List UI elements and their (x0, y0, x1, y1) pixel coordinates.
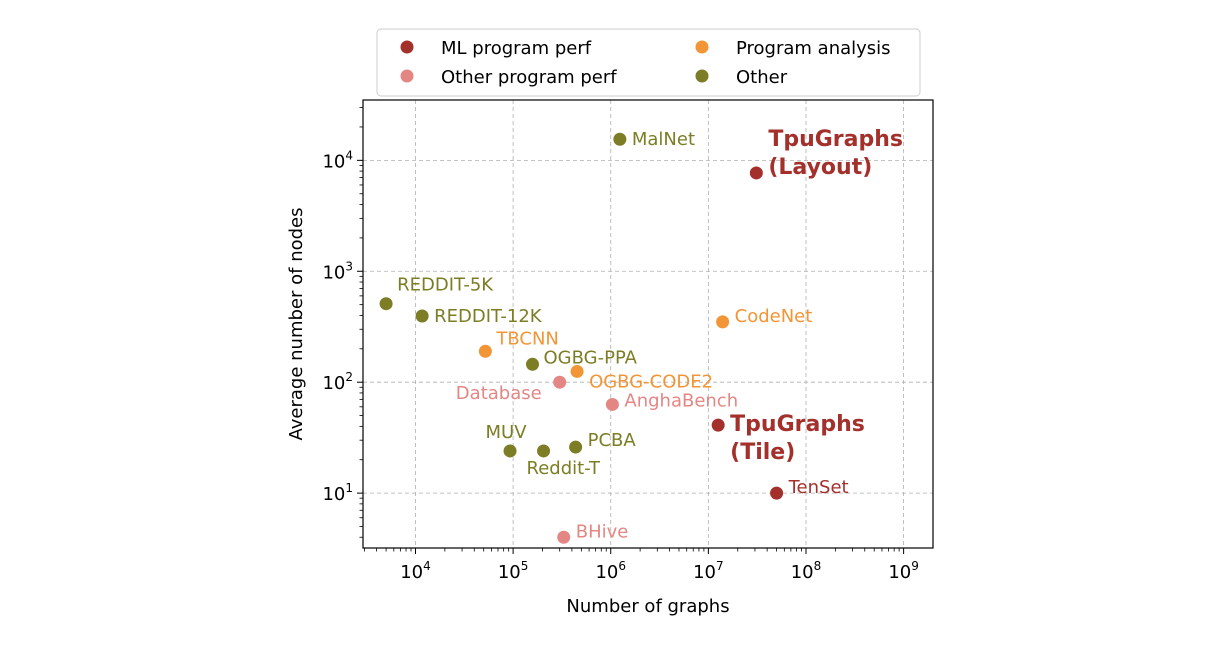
point-label: TenSet (788, 477, 849, 498)
legend-label: Program analysis (736, 38, 891, 59)
y-tick-label: 104 (322, 148, 353, 172)
point-label: OGBG-PPA (544, 347, 638, 368)
point-label: TpuGraphs (768, 127, 903, 152)
point-label: (Layout) (768, 155, 872, 180)
point-label: REDDIT-5K (397, 275, 494, 296)
point-label: PCBA (588, 430, 637, 451)
x-tick-label: 104 (400, 559, 431, 583)
point-bhive (557, 530, 571, 544)
point-label: REDDIT-12K (434, 306, 543, 327)
point-label: (Tile) (730, 440, 795, 465)
legend: ML program perf Other program perf Program… (376, 28, 921, 97)
point-tenset (770, 486, 784, 500)
point-codenet (716, 315, 730, 329)
axis-ticks: 104 105 106 107 108 109 101 102 103 104 (322, 107, 919, 583)
point-reddit-5k (379, 297, 393, 311)
legend-label: Other (736, 67, 788, 88)
point-tbcnn (478, 344, 492, 358)
point-label: CodeNet (735, 306, 813, 327)
point-anghabench (605, 397, 619, 411)
point-label: MUV (486, 422, 528, 443)
point-reddit-t (537, 444, 551, 458)
y-axis-label: Average number of nodes (286, 208, 307, 441)
point-muv (503, 444, 517, 458)
x-tick-label: 107 (693, 559, 724, 583)
legend-label: ML program perf (441, 38, 592, 59)
x-axis-label: Number of graphs (566, 596, 729, 617)
point-tpugraphs-tile- (711, 418, 725, 432)
x-tick-label: 106 (595, 559, 626, 583)
point-label: BHive (576, 521, 629, 542)
y-tick-label: 103 (322, 259, 353, 283)
point-ogbg-ppa (526, 357, 540, 371)
point-malnet (613, 132, 627, 146)
y-tick-label: 102 (322, 370, 353, 394)
legend-label: Other program perf (441, 67, 617, 88)
legend-marker-ml (400, 40, 414, 54)
legend-marker-analysis (695, 40, 709, 54)
legend-box (376, 28, 921, 97)
point-pcba (569, 440, 583, 454)
point-database (553, 375, 567, 389)
point-ogbg-code2 (570, 364, 584, 378)
point-label: AnghaBench (624, 390, 738, 411)
legend-marker-other_perf (400, 69, 414, 83)
x-tick-label: 109 (888, 559, 919, 583)
y-tick-label: 101 (322, 481, 353, 505)
data-points: MalNet TpuGraphs (Layout) REDDIT-5K REDDIT-1… (379, 127, 903, 544)
point-label: Reddit-T (527, 458, 602, 479)
grid (363, 100, 933, 548)
point-label: OGBG-CODE2 (589, 371, 713, 392)
point-label: Database (456, 383, 542, 404)
x-tick-label: 108 (791, 559, 822, 583)
plot-frame (362, 99, 934, 549)
legend-marker-other (695, 69, 709, 83)
point-label: MalNet (632, 129, 695, 150)
point-label: TBCNN (495, 328, 559, 349)
x-tick-label: 105 (498, 559, 529, 583)
point-reddit-12k (415, 309, 429, 323)
point-label: TpuGraphs (730, 412, 865, 437)
point-tpugraphs-layout- (749, 166, 763, 180)
